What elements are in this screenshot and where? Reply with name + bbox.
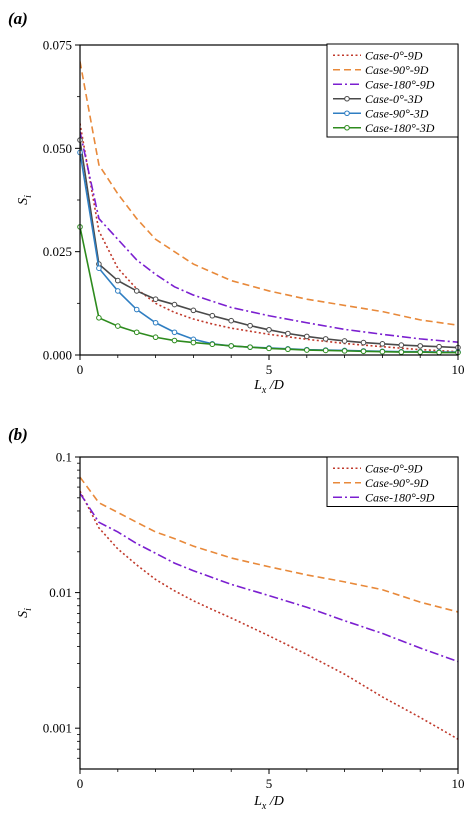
series-line-2 [80,492,458,663]
series-line-1 [80,61,458,327]
data-point [341,348,348,354]
legend-label: Case-90°-9D [365,63,429,77]
data-point [266,345,272,352]
data-point [304,333,310,340]
data-point [322,347,329,354]
data-point [228,343,234,349]
legend-marker [344,110,350,117]
data-point [285,346,291,353]
data-point [228,317,234,324]
data-point [171,301,178,308]
legend-label: Case-180°-9D [365,490,435,504]
data-point [190,339,197,346]
legend-label: Case-180°-3D [365,121,435,135]
legend-label: Case-0°-3D [365,92,423,106]
y-tick-label: 0.1 [56,450,72,465]
x-tick-label: 0 [77,362,84,377]
legend-label: Case-90°-3D [365,106,429,120]
data-point [152,334,159,341]
panel-label: (a) [8,9,28,28]
x-axis-title: Lx /D [253,378,284,396]
data-point [96,265,102,272]
legend-label: Case-0°-9D [365,48,423,62]
legend-label: Case-180°-9D [365,77,435,91]
data-point [360,339,367,346]
data-point [209,312,216,319]
x-tick-label: 5 [266,362,273,377]
series-line-0 [80,490,458,740]
data-point [322,336,329,342]
panel-a: (a) 0 5 10 0.000 0.025 0.050 0.075 Lx /D Si Case-0… [8,9,465,396]
panel-label: (b) [8,425,28,444]
data-point [171,329,178,336]
data-point [360,348,367,355]
data-point [417,349,424,355]
y-axis-title: Si [16,195,34,205]
data-point [171,337,178,344]
data-point [379,341,386,347]
legend-marker [344,95,350,102]
series-line-0 [80,123,458,353]
data-point [417,343,424,349]
legend-box [326,456,459,507]
x-axis-title: Lx /D [253,794,284,812]
y-tick-label: 0.075 [43,38,72,53]
data-point [133,288,140,294]
data-point [133,329,140,336]
data-point [152,319,159,326]
legend-label: Case-90°-9D [365,476,429,490]
data-point [152,296,159,303]
data-point [133,306,140,313]
data-point [304,347,310,353]
data-point [436,343,442,350]
data-point [341,338,348,344]
data-point [96,315,102,321]
data-point [379,348,386,355]
y-tick-label: 0.01 [49,585,72,600]
legend-label: Case-0°-9D [365,461,423,475]
data-point [115,323,121,329]
x-tick-label: 10 [452,362,465,377]
data-point [398,342,405,348]
y-tick-label: 0.001 [43,721,72,736]
x-tick-label: 10 [452,776,465,791]
data-point [398,349,405,355]
data-point [266,326,272,333]
data-point [247,322,253,329]
legend-marker [344,124,350,131]
data-point [209,341,216,348]
data-point [115,288,121,294]
data-point [285,330,291,337]
data-point [436,349,442,356]
y-tick-label: 0.025 [43,244,72,259]
y-tick-label: 0.050 [43,141,72,156]
data-point [247,344,253,350]
y-axis-title: Si [16,608,34,618]
y-tick-label: 0.000 [43,348,72,363]
data-point [115,277,121,284]
x-tick-label: 5 [266,776,273,791]
x-tick-label: 0 [77,776,84,791]
legend-box [326,43,459,138]
data-point [190,307,197,314]
series-line-1 [80,476,458,613]
series-line-4 [80,152,458,353]
series-line-2 [80,131,458,343]
